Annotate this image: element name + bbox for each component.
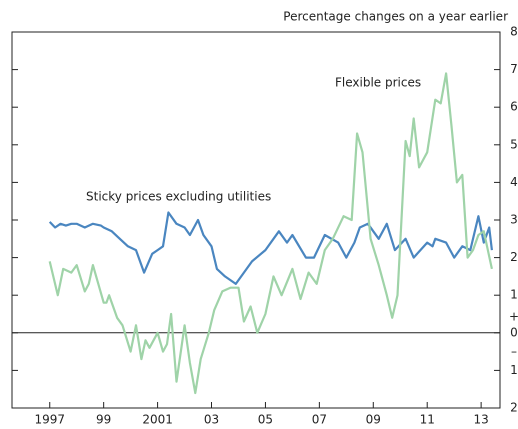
- x-tick-label: 2001: [142, 413, 173, 427]
- annotation: Flexible prices: [335, 76, 421, 90]
- x-tick-label: 99: [96, 413, 111, 427]
- sign-label: +: [509, 310, 518, 324]
- y-tick-label: 3: [510, 213, 518, 227]
- y-tick-label: 7: [510, 62, 518, 76]
- y-tick-label: 1: [510, 363, 518, 377]
- y-tick-label: 8: [510, 25, 518, 39]
- y-tick-label: 6: [510, 100, 518, 114]
- x-tick-label: 03: [204, 413, 219, 427]
- y-tick-label: 5: [510, 137, 518, 151]
- y-tick-label: 2: [510, 250, 518, 264]
- series-line: [48, 211, 493, 285]
- annotation: Sticky prices excluding utilities: [86, 190, 271, 204]
- subtitle: Percentage changes on a year earlier: [283, 10, 508, 24]
- x-tick-label: 05: [258, 413, 273, 427]
- series-line: [48, 72, 493, 395]
- sign-label: –: [511, 345, 517, 359]
- x-tick-label: 1997: [34, 413, 65, 427]
- x-tick-label: 07: [312, 413, 327, 427]
- plot-frame: [11, 31, 501, 409]
- x-tick-label: 13: [473, 413, 488, 427]
- x-tick-label: 11: [420, 413, 435, 427]
- x-tick-label: 09: [366, 413, 381, 427]
- y-tick-label: 2: [510, 401, 518, 415]
- y-tick-label: 1: [510, 288, 518, 302]
- y-tick-label: 0: [510, 325, 518, 339]
- y-tick-label: 4: [510, 175, 518, 189]
